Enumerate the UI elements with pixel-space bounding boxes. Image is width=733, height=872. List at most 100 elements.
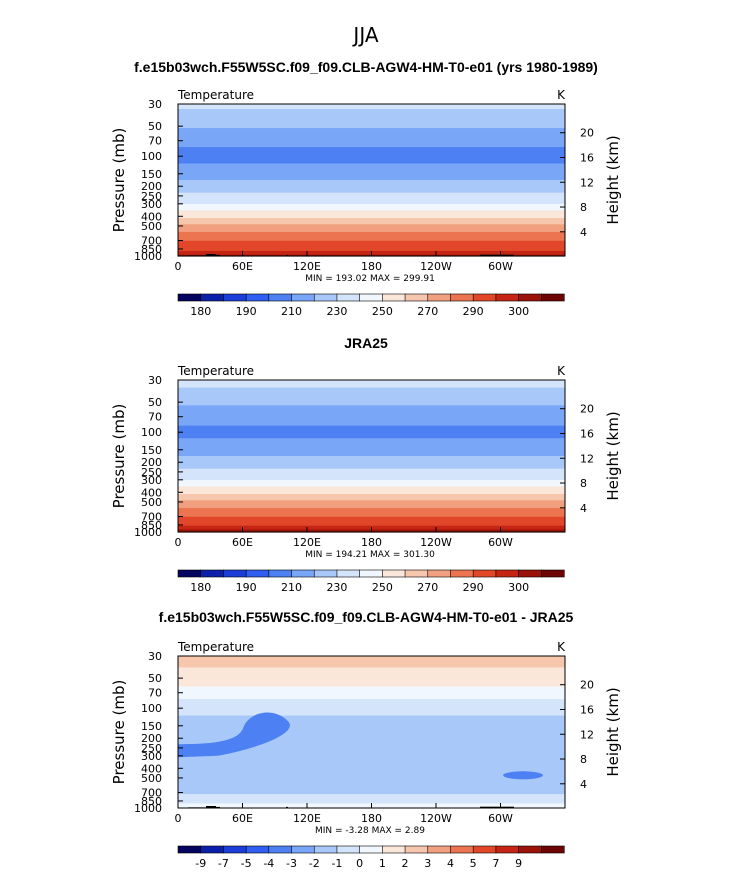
contour-band bbox=[178, 667, 565, 670]
contour-band bbox=[178, 139, 565, 142]
contour-band bbox=[178, 447, 565, 449]
contour-band bbox=[178, 738, 565, 741]
pressure-tick-label: 400 bbox=[141, 486, 162, 499]
longitude-tick-label: 60E bbox=[232, 812, 253, 825]
contour-band bbox=[178, 172, 565, 175]
contour-band bbox=[178, 700, 565, 703]
height-tick-label: 16 bbox=[580, 427, 594, 440]
contour-band bbox=[178, 666, 565, 668]
contour-band bbox=[178, 166, 565, 168]
contour-band bbox=[178, 219, 565, 222]
contour-band bbox=[178, 424, 565, 427]
contour-band bbox=[178, 221, 565, 224]
contour-band bbox=[178, 671, 565, 674]
contour-band bbox=[178, 176, 565, 179]
contour-band bbox=[178, 783, 565, 786]
contour-band bbox=[178, 791, 565, 794]
contour-band bbox=[178, 773, 565, 776]
pressure-axis-title: Pressure (mb) bbox=[110, 404, 128, 509]
contour-band bbox=[178, 770, 565, 772]
contour-band bbox=[178, 112, 565, 115]
colorbar-swatch bbox=[336, 569, 361, 578]
contour-band bbox=[178, 380, 565, 382]
colorbar-swatch bbox=[291, 569, 315, 578]
contour-band bbox=[178, 197, 565, 200]
colorbar-label: 7 bbox=[492, 857, 499, 870]
colorbar-swatch bbox=[336, 845, 361, 854]
contour-band bbox=[178, 467, 565, 470]
colorbar-swatch bbox=[518, 569, 542, 578]
pressure-tick-label: 850 bbox=[141, 795, 162, 808]
contour-band bbox=[178, 763, 565, 766]
colorbar-label: 230 bbox=[326, 581, 347, 594]
field-label: Temperature bbox=[177, 88, 254, 102]
colorbar-label: 0 bbox=[356, 857, 363, 870]
contour-field bbox=[178, 656, 565, 809]
contour-band bbox=[178, 494, 565, 496]
contour-band bbox=[178, 212, 565, 215]
negative-anomaly-region bbox=[503, 771, 543, 780]
panel-diff: f.e15b03wch.F55W5SC.f09_f09.CLB-AGW4-HM-… bbox=[110, 609, 622, 870]
contour-band bbox=[178, 131, 565, 134]
colorbar-label: 4 bbox=[447, 857, 454, 870]
longitude-tick-label: 60W bbox=[488, 260, 513, 273]
contour-band bbox=[178, 163, 565, 166]
colorbar-label: 180 bbox=[190, 305, 211, 318]
contour-band bbox=[178, 678, 565, 681]
contour-band bbox=[178, 247, 565, 249]
colorbar-label: 230 bbox=[326, 305, 347, 318]
colorbar-swatch bbox=[495, 569, 520, 578]
contour-band bbox=[178, 438, 565, 441]
longitude-tick-label: 180 bbox=[361, 260, 382, 273]
height-tick-label: 16 bbox=[580, 703, 594, 716]
contour-band bbox=[178, 183, 565, 186]
contour-band bbox=[178, 776, 565, 779]
contour-band bbox=[178, 214, 565, 217]
pressure-tick-label: 250 bbox=[141, 742, 162, 755]
contour-band bbox=[178, 210, 565, 213]
contour-band bbox=[178, 480, 565, 482]
colorbar-label: -4 bbox=[263, 857, 274, 870]
contour-band bbox=[178, 387, 565, 390]
contour-band bbox=[178, 800, 565, 803]
contour-band bbox=[178, 705, 565, 708]
contour-band bbox=[178, 504, 565, 506]
contour-band bbox=[178, 206, 565, 209]
contour-band bbox=[178, 202, 565, 205]
contour-band bbox=[178, 440, 565, 443]
contour-band bbox=[178, 124, 565, 127]
contour-band bbox=[178, 516, 565, 519]
contour-band bbox=[178, 450, 565, 453]
contour-band bbox=[178, 215, 565, 218]
contour-band bbox=[178, 114, 565, 116]
terrain-block bbox=[480, 806, 514, 808]
height-tick-label: 20 bbox=[580, 403, 594, 416]
contour-band bbox=[178, 430, 565, 433]
contour-band bbox=[178, 196, 565, 199]
contour-band bbox=[178, 780, 565, 782]
height-tick-label: 12 bbox=[580, 452, 594, 465]
contour-band bbox=[178, 243, 565, 246]
contour-band bbox=[178, 502, 565, 505]
colorbar-label: -2 bbox=[309, 857, 320, 870]
panel-title: f.e15b03wch.F55W5SC.f09_f09.CLB-AGW4-HM-… bbox=[134, 59, 598, 75]
contour-band bbox=[178, 753, 565, 756]
contour-band bbox=[178, 520, 565, 523]
contour-band bbox=[178, 675, 565, 677]
contour-band bbox=[178, 431, 565, 434]
height-axis: 20 16 12 8 4 bbox=[560, 679, 594, 791]
contour-band bbox=[178, 706, 565, 709]
contour-band bbox=[178, 464, 565, 467]
contour-band bbox=[178, 687, 565, 690]
contour-band bbox=[178, 735, 565, 738]
contour-band bbox=[178, 762, 565, 765]
longitude-tick-label: 120E bbox=[293, 260, 321, 273]
pressure-axis-title: Pressure (mb) bbox=[110, 128, 128, 233]
pressure-tick-label: 300 bbox=[141, 474, 162, 487]
colorbar-swatch bbox=[245, 569, 270, 578]
colorbar: 180 190 210 230 250 270 290 300 bbox=[177, 293, 565, 318]
contour-band bbox=[178, 449, 565, 452]
contour-band bbox=[178, 180, 565, 182]
